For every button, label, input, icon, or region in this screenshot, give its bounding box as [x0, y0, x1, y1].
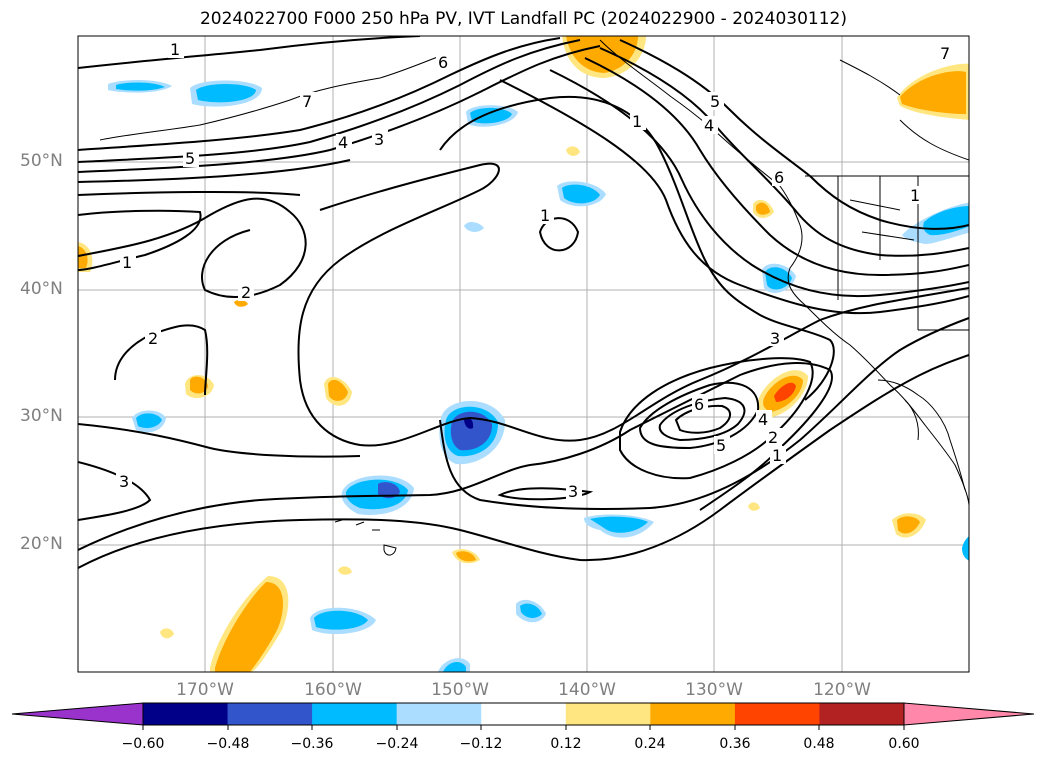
contour-label: 1 [168, 40, 184, 59]
contour-label: 1 [120, 252, 136, 272]
svg-text:2: 2 [148, 329, 158, 348]
contour-label: 5 [183, 149, 199, 168]
svg-text:3: 3 [770, 329, 780, 348]
contour-label: 2 [145, 328, 161, 348]
colorbar-label: 0.12 [550, 736, 582, 752]
contour-label: 1 [908, 186, 924, 205]
contour-label: 6 [692, 394, 708, 414]
svg-text:5: 5 [185, 149, 195, 168]
lon-label-160w: 160°W [304, 680, 362, 700]
contour-label: 3 [768, 328, 784, 348]
colorbar-segment [650, 703, 736, 725]
pv-contours [78, 36, 969, 569]
contour-label: 4 [756, 410, 772, 429]
contour-label: 3 [566, 482, 582, 501]
lat-label-40n: 40°N [20, 279, 63, 299]
svg-text:2: 2 [768, 428, 778, 447]
lat-label-50n: 50°N [20, 151, 63, 171]
map-background [78, 36, 969, 672]
svg-text:4: 4 [338, 133, 348, 152]
contour-label: 7 [938, 44, 954, 63]
colorbar-extend-low [11, 702, 144, 726]
lon-label-170w: 170°W [176, 680, 234, 700]
contour-label: 1 [538, 206, 554, 225]
contour-label: 6 [436, 53, 452, 72]
colorbar-segment [734, 703, 820, 725]
map-title: 2024022700 F000 250 hPa PV, IVT Landfall… [199, 9, 847, 29]
svg-text:4: 4 [704, 116, 714, 135]
svg-text:3: 3 [119, 472, 129, 491]
contour-label: 4 [336, 133, 352, 152]
colorbar-extend-high [903, 702, 1035, 726]
colorbar-label: −0.48 [206, 736, 250, 752]
contour-label: 1 [630, 112, 646, 131]
gridlines [78, 36, 969, 672]
svg-text:2: 2 [241, 283, 251, 302]
colorbar-segment [396, 703, 482, 725]
colorbar-label: −0.60 [121, 736, 165, 752]
colorbar [11, 702, 1035, 730]
svg-text:4: 4 [758, 410, 768, 429]
svg-text:1: 1 [910, 186, 920, 205]
colorbar-segment [481, 703, 567, 725]
colorbar-frame [142, 702, 905, 726]
lat-label-20n: 20°N [20, 534, 63, 554]
lon-label-120w: 120°W [813, 680, 871, 700]
svg-text:1: 1 [540, 206, 550, 225]
colorbar-label: 0.36 [719, 736, 751, 752]
svg-text:6: 6 [694, 395, 704, 414]
colorbar-ticks [142, 725, 905, 730]
contour-label: 3 [116, 472, 132, 491]
lon-label-130w: 130°W [685, 680, 743, 700]
colorbar-label: 0.24 [634, 736, 666, 752]
svg-text:1: 1 [632, 112, 642, 131]
svg-text:7: 7 [302, 92, 312, 111]
contour-label: 5 [714, 436, 730, 455]
svg-text:6: 6 [774, 168, 784, 187]
contour-label: 1 [770, 446, 786, 465]
contour-label: 2 [766, 428, 782, 447]
colorbar-segment [227, 703, 313, 725]
colorbar-label: −0.36 [290, 736, 334, 752]
contour-label: 2 [238, 283, 254, 302]
shading-positive [78, 36, 969, 672]
coastlines [99, 39, 969, 556]
svg-text:3: 3 [374, 130, 384, 149]
svg-text:5: 5 [710, 92, 720, 111]
colorbar-segment [565, 703, 651, 725]
colorbar-label: −0.12 [459, 736, 503, 752]
svg-text:1: 1 [122, 253, 132, 272]
svg-text:5: 5 [716, 436, 726, 455]
colorbar-segment [312, 703, 398, 725]
lon-label-140w: 140°W [558, 680, 616, 700]
colorbar-label: 0.48 [803, 736, 835, 752]
colorbar-label: 0.60 [888, 736, 920, 752]
contour-label: 6 [772, 168, 788, 187]
contour-labels: 1 2 2 3 3 3 4 5 6 1 1 1 2 3 4 5 6 1 1 4 … [116, 40, 954, 501]
colorbar-segment [819, 703, 905, 725]
lon-label-150w: 150°W [431, 680, 489, 700]
shading-negative [108, 80, 969, 672]
colorbar-segment [143, 703, 229, 725]
svg-text:7: 7 [940, 44, 950, 63]
svg-text:1: 1 [170, 40, 180, 59]
shading-layer [78, 36, 969, 672]
svg-text:6: 6 [438, 53, 448, 72]
contour-label: 5 [708, 92, 724, 111]
contour-label: 4 [702, 116, 718, 135]
contour-label: 7 [300, 92, 316, 111]
lat-label-30n: 30°N [20, 406, 63, 426]
colorbar-label: −0.24 [375, 736, 419, 752]
map-frame [77, 35, 970, 673]
svg-text:1: 1 [772, 446, 782, 465]
contour-label: 3 [372, 130, 388, 149]
svg-text:3: 3 [568, 482, 578, 501]
